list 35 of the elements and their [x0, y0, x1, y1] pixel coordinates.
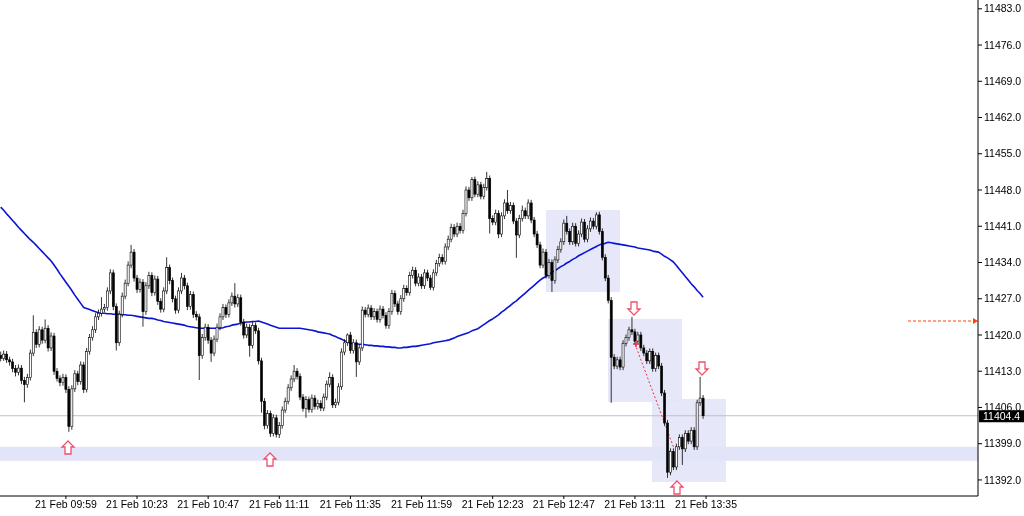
y-tick-label: 11413.0	[984, 364, 1022, 377]
x-tick-label: 21 Feb 12:47	[532, 498, 595, 510]
x-tick-label: 21 Feb 10:23	[106, 498, 169, 510]
candlestick	[654, 352, 657, 373]
x-tick-label: 21 Feb 11:59	[390, 498, 453, 510]
y-tick-label: 11448.0	[984, 183, 1022, 196]
y-tick-label: 11455.0	[984, 147, 1022, 160]
y-tick-label: 11483.0	[984, 2, 1022, 15]
candlestick	[375, 308, 379, 323]
y-tick-label: 11476.0	[984, 38, 1022, 51]
x-tick-label: 21 Feb 12:23	[461, 498, 524, 510]
candlestick	[372, 307, 376, 321]
candlestick	[470, 176, 474, 202]
x-tick-label: 21 Feb 11:35	[319, 498, 382, 510]
candlestick	[672, 447, 675, 471]
y-tick-label: 11441.0	[984, 219, 1022, 232]
candlestick	[681, 433, 684, 466]
candlestick	[544, 248, 548, 279]
candlestick	[355, 339, 358, 378]
candlestick	[269, 410, 272, 438]
x-tick-label: 21 Feb 13:35	[675, 498, 738, 510]
x-tick-label: 21 Feb 11:11	[249, 498, 310, 510]
y-tick-label: 11469.0	[984, 74, 1022, 87]
y-tick-label: 11427.0	[984, 292, 1022, 305]
y-tick-label: 11399.0	[984, 437, 1022, 450]
y-tick-label: 11406.0	[984, 401, 1022, 414]
y-tick-label: 11420.0	[984, 328, 1022, 341]
y-tick-label: 11392.0	[984, 473, 1022, 486]
y-tick-label: 11462.0	[984, 111, 1022, 124]
x-tick-label: 21 Feb 13:11	[604, 498, 666, 510]
x-tick-label: 21 Feb 09:59	[34, 498, 97, 510]
candlestick	[272, 413, 275, 437]
y-tick-label: 11434.0	[984, 256, 1022, 269]
candlestick	[550, 258, 554, 293]
x-tick-label: 21 Feb 10:47	[177, 498, 240, 510]
